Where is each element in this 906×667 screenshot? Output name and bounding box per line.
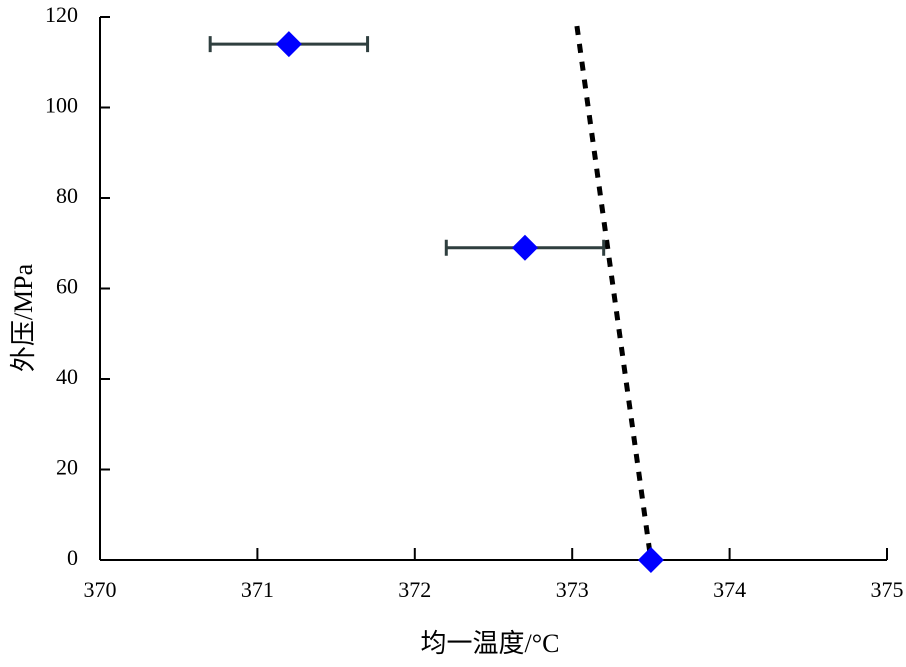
- y-tick-label: 80: [56, 183, 78, 208]
- y-tick-label: 40: [56, 364, 78, 389]
- point: [511, 234, 538, 261]
- x-tick-label: 372: [398, 577, 431, 602]
- y-tick-label: 100: [45, 93, 78, 118]
- y-tick-label: 20: [56, 455, 78, 480]
- x-tick-label: 371: [241, 577, 274, 602]
- x-tick-label: 374: [713, 577, 746, 602]
- y-tick-label: 120: [45, 2, 78, 27]
- x-tick-label: 373: [556, 577, 589, 602]
- y-tick-label: 0: [67, 545, 78, 570]
- point: [637, 547, 664, 573]
- point: [275, 31, 302, 58]
- x-axis-title: 均一温度/°C: [421, 629, 560, 658]
- y-axis-title: 外压/MPa: [9, 263, 38, 372]
- trend-line: [574, 25, 654, 561]
- x-tick-label: 370: [84, 577, 117, 602]
- x-tick-label: 375: [871, 577, 904, 602]
- y-tick-label: 60: [56, 274, 78, 299]
